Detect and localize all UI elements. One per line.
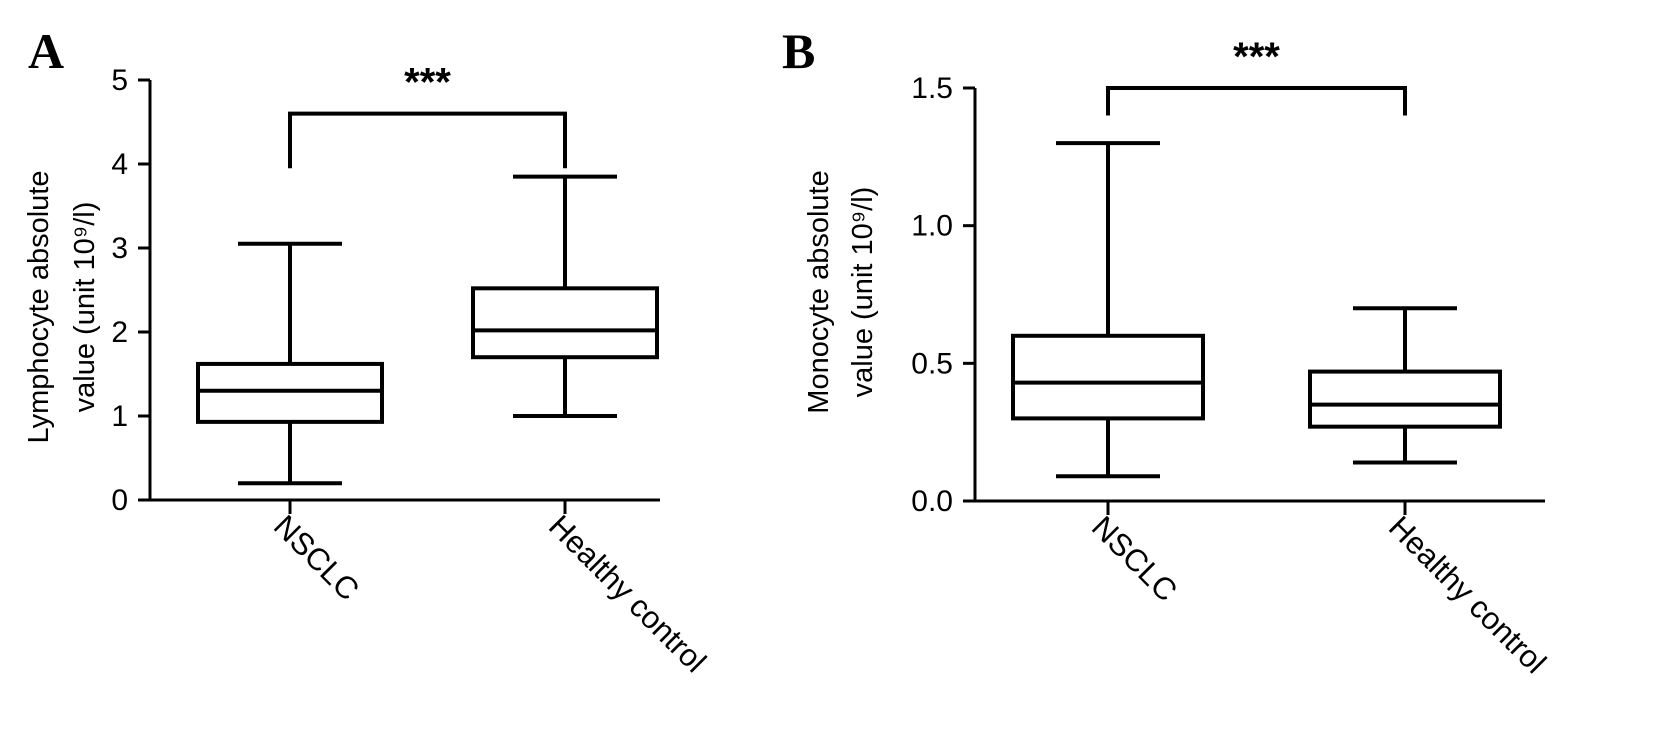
x-category-label: Healthy control — [1382, 509, 1553, 680]
y-tick-label: 0 — [111, 484, 128, 517]
significance-label: *** — [1233, 35, 1280, 79]
panel-letter: B — [782, 23, 815, 79]
y-tick-label: 5 — [111, 64, 128, 97]
y-axis-title-line1: Lymphocyte absolute — [23, 171, 55, 444]
y-tick-label: 3 — [111, 232, 128, 265]
y-tick-label: 4 — [111, 148, 128, 181]
y-axis-title-line2: value (unit 10⁹/l) — [847, 187, 879, 398]
y-tick-label: 2 — [111, 316, 128, 349]
box-nsclc: NSCLC — [1011, 141, 1205, 608]
panel-letter: A — [28, 23, 64, 79]
iqr-box — [1308, 369, 1502, 429]
y-tick-label: 1 — [111, 400, 128, 433]
panel-a: A 0 1 2 3 4 5 Lymphocyte absolute value (unit 10… — [23, 23, 713, 679]
significance-bracket — [1106, 86, 1407, 116]
significance-label: *** — [404, 61, 451, 105]
y-axis-title-line1: Monocyte absolute — [803, 170, 835, 413]
x-category-label: NSCLC — [267, 508, 366, 607]
significance-bracket — [288, 111, 567, 169]
box-nsclc: NSCLC — [196, 241, 384, 607]
panel-b: B 0.0 0.5 1.0 1.5 Monocyte absolute value (uni… — [782, 23, 1553, 680]
y-axis-title-line2: value (unit 10⁹/l) — [69, 202, 101, 413]
y-tick-label: 1.0 — [911, 210, 953, 243]
iqr-box — [1011, 333, 1205, 421]
x-category-label: NSCLC — [1085, 509, 1184, 608]
iqr-box — [471, 286, 659, 360]
x-category-label: Healthy control — [542, 508, 713, 679]
box-healthy-control: Healthy control — [1308, 306, 1553, 680]
y-tick-label: 0.0 — [911, 485, 953, 518]
iqr-box — [196, 361, 384, 424]
y-tick-label: 1.5 — [911, 72, 953, 105]
y-tick-label: 0.5 — [911, 347, 953, 380]
box-healthy-control: Healthy control — [471, 174, 713, 679]
